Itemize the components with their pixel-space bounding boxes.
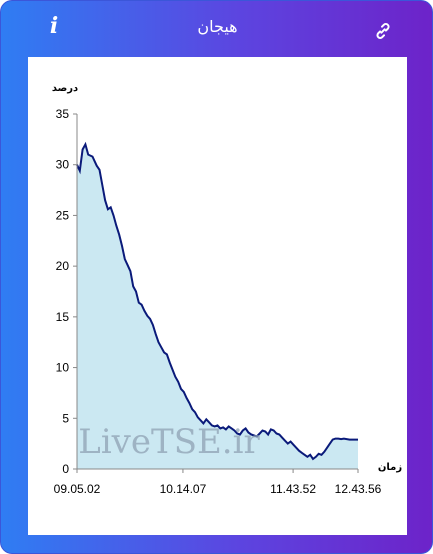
y-tick-label: 5: [62, 411, 69, 425]
y-axis-label: درصد: [52, 83, 78, 94]
series-line: [76, 141, 358, 461]
y-tick-label: 30: [56, 158, 70, 172]
y-tick-label: 20: [56, 259, 70, 273]
x-axis-label: زمان: [378, 462, 402, 473]
y-tick-label: 15: [56, 310, 70, 324]
chart-panel: درصد زمان 0 5 10 15 20 25 30 35 09.05.02 10.14.0…: [28, 57, 407, 535]
link-icon[interactable]: [373, 21, 393, 41]
x-tick-label: 11.43.52: [270, 482, 316, 496]
y-tick-label: 10: [56, 361, 70, 375]
info-icon[interactable]: i: [49, 13, 59, 39]
y-tick-label: 25: [56, 208, 70, 222]
watermark: LiveTSE.ir: [78, 422, 260, 462]
x-tick-label: 12.43.56: [335, 482, 382, 496]
card-title: هیجان: [197, 17, 238, 36]
x-tick-label: 09.05.02: [54, 482, 101, 496]
emotion-chart: درصد زمان 0 5 10 15 20 25 30 35 09.05.02 10.14.0…: [52, 83, 403, 496]
x-tick-label: 10.14.07: [160, 482, 207, 496]
series-area: [77, 144, 358, 469]
card-header: i هیجان: [1, 1, 433, 57]
y-tick-label: 0: [62, 462, 69, 476]
y-tick-label: 35: [56, 107, 70, 121]
